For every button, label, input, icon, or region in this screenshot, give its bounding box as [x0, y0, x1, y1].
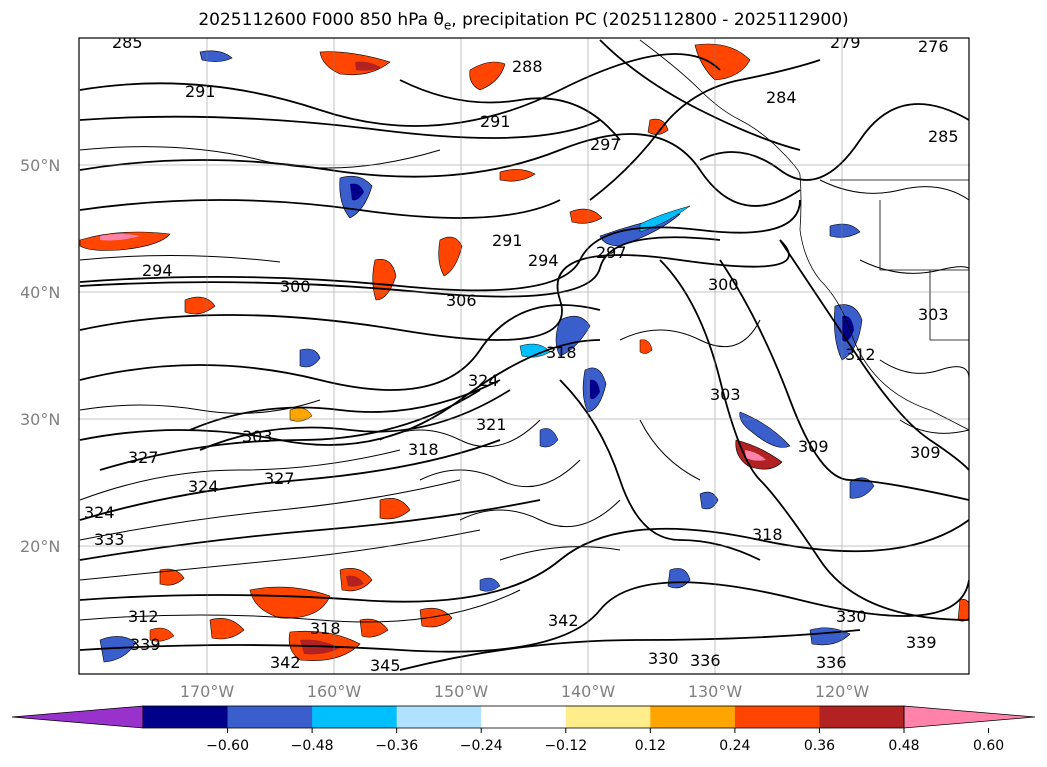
colorbar-segment [565, 706, 651, 728]
contour-label: 330 [836, 607, 867, 626]
contour-label: 297 [596, 243, 627, 262]
lat-label-30n: 30°N [20, 410, 60, 429]
contour-label: 324 [84, 503, 115, 522]
contour-label: 327 [264, 469, 295, 488]
map-plot-area: 285 279 276 288 291 291 284 285 297 291 … [79, 33, 969, 675]
colorbar-segment [312, 706, 398, 728]
colorbar [11, 705, 1036, 729]
contour-label: 339 [130, 635, 161, 654]
contour-label: 297 [590, 135, 621, 154]
contour-label: 303 [242, 427, 273, 446]
lon-label-160w: 160°W [307, 682, 362, 701]
colorbar-tick-label: 0.48 [888, 738, 919, 754]
contour-label: 300 [280, 277, 311, 296]
colorbar-segment [734, 706, 820, 728]
contour-label: 330 [648, 649, 679, 668]
contour-label: 324 [188, 477, 219, 496]
lon-label-130w: 130°W [688, 682, 743, 701]
contour-label: 339 [906, 633, 937, 652]
theta-e-contours-thin [79, 146, 969, 623]
colorbar-tick-label: 0.24 [719, 738, 750, 754]
lon-label-120w: 120°W [815, 682, 870, 701]
lon-label-170w: 170°W [180, 682, 235, 701]
colorbar-segment [819, 706, 905, 728]
contour-label: 294 [142, 261, 173, 280]
colorbar-extend-low [11, 705, 144, 729]
contour-label: 294 [528, 251, 559, 270]
contour-label: 318 [408, 440, 439, 459]
colorbar-tick-label: 0.36 [804, 738, 835, 754]
colorbar-segment [143, 706, 229, 728]
contour-label: 291 [185, 82, 216, 101]
lat-label-20n: 20°N [20, 537, 60, 556]
theta-e-contours [79, 39, 969, 671]
contour-labels: 285 279 276 288 291 291 284 285 297 291 … [84, 33, 959, 675]
colorbar-segment [396, 706, 482, 728]
contour-label: 324 [468, 371, 499, 390]
colorbar-tick-label: −0.60 [206, 738, 249, 754]
contour-label: 342 [270, 653, 301, 672]
colorbar-tick-label: 0.60 [973, 738, 1004, 754]
title-subscript: e [443, 18, 452, 33]
contour-label: 327 [128, 448, 159, 467]
contour-label: 345 [370, 656, 401, 675]
contour-label: 309 [798, 437, 829, 456]
contour-label: 284 [766, 88, 797, 107]
title-prefix: 2025112600 F000 850 hPa θ [198, 10, 444, 30]
colorbar-segment [227, 706, 313, 728]
contour-label: 336 [816, 653, 847, 672]
colorbar-ticks: −0.60 −0.48 −0.36 −0.24 −0.12 0.12 0.24 0.36 0.4… [206, 728, 1004, 754]
contour-label: 342 [548, 611, 579, 630]
contour-label: 309 [910, 443, 941, 462]
lat-labels: 50°N 40°N 30°N 20°N [20, 156, 60, 556]
colorbar-outline [142, 705, 905, 729]
contour-label: 285 [112, 33, 143, 52]
colorbar-extend-high [903, 705, 1036, 729]
contour-label: 303 [918, 305, 949, 324]
colorbar-tick-label: 0.12 [635, 738, 666, 754]
colorbar-segment [481, 706, 567, 728]
contour-label: 318 [546, 343, 577, 362]
contour-label: 312 [845, 345, 876, 364]
contour-label: 318 [752, 525, 783, 544]
lon-label-140w: 140°W [561, 682, 616, 701]
contour-label: 303 [710, 385, 741, 404]
contour-label: 321 [476, 415, 507, 434]
contour-label: 288 [512, 57, 543, 76]
gridlines [79, 38, 969, 674]
contour-label: 336 [690, 651, 721, 670]
contour-label: 300 [708, 275, 739, 294]
lat-label-50n: 50°N [20, 156, 60, 175]
contour-label: 306 [446, 291, 477, 310]
colorbar-tick-label: −0.12 [544, 738, 587, 754]
contour-label: 279 [830, 33, 861, 52]
contour-label: 276 [918, 37, 949, 56]
contour-label: 285 [928, 127, 959, 146]
colorbar-tick-label: −0.24 [460, 738, 503, 754]
coastline [639, 39, 969, 431]
contour-label: 333 [94, 530, 125, 549]
map-frame [78, 37, 970, 675]
contour-label: 318 [310, 619, 341, 638]
colorbar-tick-label: −0.48 [291, 738, 334, 754]
title-suffix: , precipitation PC (2025112800 - 2025112… [451, 10, 849, 30]
contour-label: 312 [128, 607, 159, 626]
contour-label: 291 [480, 112, 511, 131]
lon-labels: 170°W 160°W 150°W 140°W 130°W 120°W [180, 682, 870, 701]
colorbar-tick-label: −0.36 [375, 738, 418, 754]
colorbar-segment [650, 706, 736, 728]
contour-label: 291 [492, 231, 523, 250]
lat-label-40n: 40°N [20, 283, 60, 302]
lon-label-150w: 150°W [434, 682, 489, 701]
map-title: 2025112600 F000 850 hPa θe, precipitatio… [0, 10, 1047, 32]
